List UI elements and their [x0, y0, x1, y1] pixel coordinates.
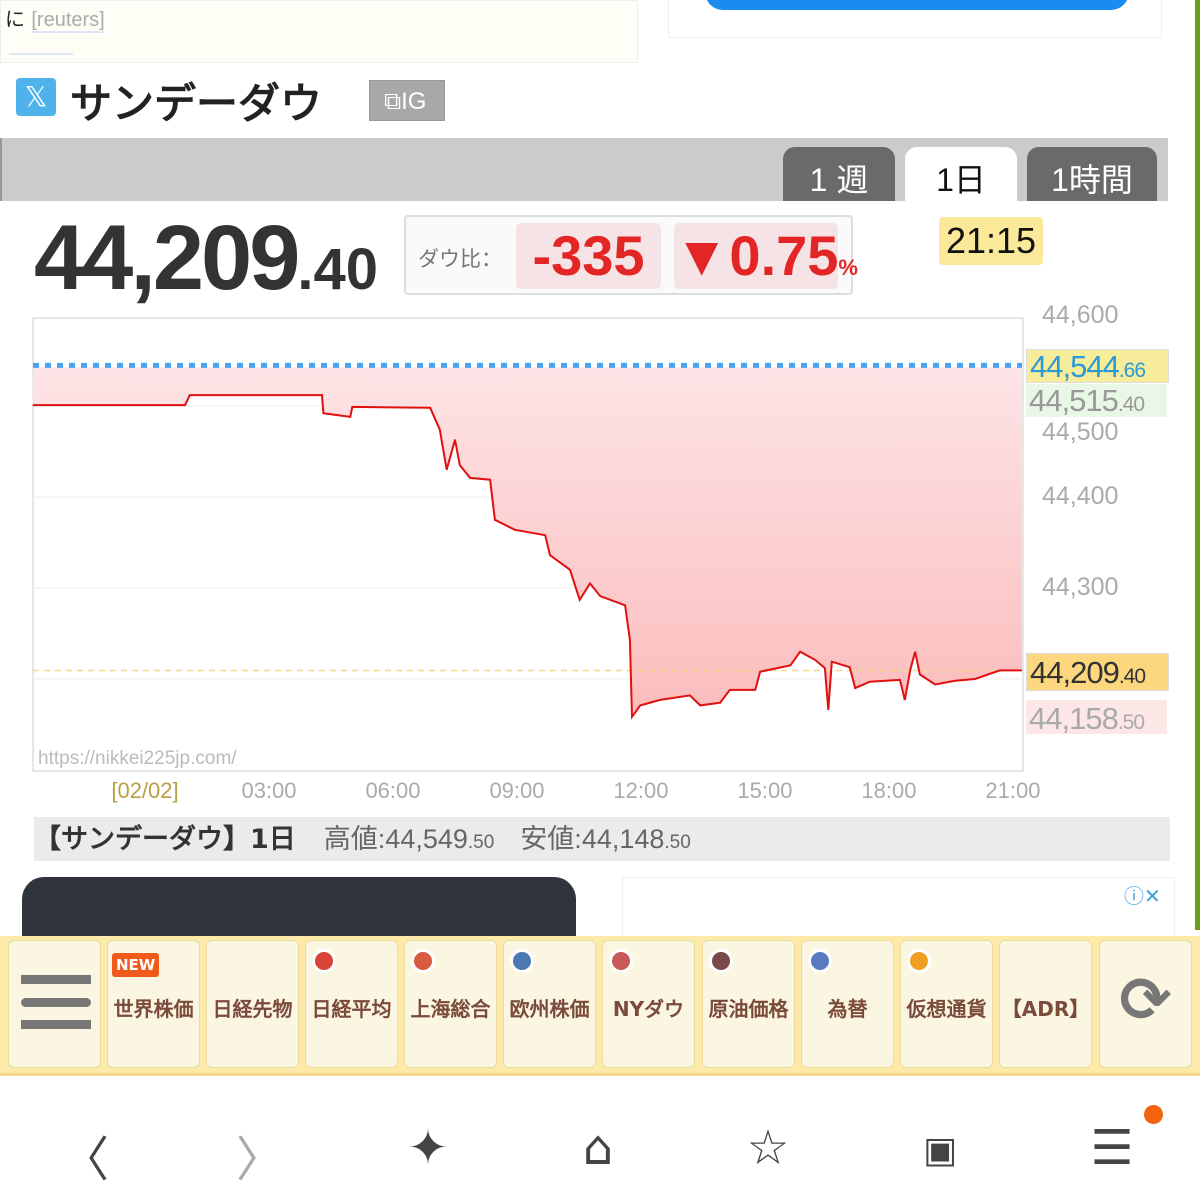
nav-item-market-4[interactable]: 上海総合	[404, 940, 497, 1068]
day-high: 高値:44,549.50	[323, 824, 495, 854]
ig-link-button[interactable]: ⧉IG	[369, 80, 445, 121]
window-edge	[1195, 0, 1200, 930]
ad-info-close-icons[interactable]: ⓘ✕	[1124, 884, 1161, 908]
update-time: 21:15	[939, 217, 1043, 265]
x-tick: 06:00	[365, 778, 421, 803]
ai-sparkle-icon[interactable]: ✦	[407, 1120, 449, 1176]
menu-icon	[21, 975, 91, 1029]
price-integer: 44,209	[34, 207, 300, 309]
percent-unit: %	[838, 255, 858, 280]
ad-banner[interactable]	[22, 877, 576, 947]
change-percent: ▼0.75	[674, 224, 839, 287]
divider	[9, 53, 73, 55]
x-tick: 09:00	[489, 778, 545, 803]
nav-label: 日経先物	[212, 997, 293, 1021]
refresh-icon: ⟳	[1119, 963, 1172, 1036]
nav-item-market-8[interactable]: 為替	[801, 940, 894, 1068]
nav-item-market-5[interactable]: 欧州株価	[503, 940, 596, 1068]
low-label: 44,158.50	[1026, 700, 1167, 734]
nav-item-market-2[interactable]: 日経先物	[206, 940, 299, 1068]
ig-label: IG	[401, 88, 427, 115]
change-label: ダウ比：	[418, 247, 502, 271]
nav-label: 上海総合	[410, 997, 491, 1021]
change-box: ダウ比： -335 ▼0.75%	[404, 215, 858, 295]
nav-item-market-10[interactable]: 【ADR】	[999, 940, 1092, 1068]
nav-item-market-7[interactable]: 原油価格	[702, 940, 795, 1068]
area-fill	[32, 367, 1022, 717]
nav-label: 仮想通貨	[906, 997, 987, 1021]
news-source-link[interactable]: [reuters]	[31, 9, 105, 33]
x-tick: 18:00	[861, 778, 917, 803]
timeframe-tabs: 1 週 1日 1時間	[0, 138, 1168, 201]
x-logo-icon[interactable]: 𝕏	[16, 78, 56, 116]
nav-item-menu[interactable]	[8, 940, 101, 1068]
price-line	[32, 394, 1022, 720]
nav-label: 【ADR】	[1001, 997, 1090, 1021]
browser-toolbar	[0, 1078, 1200, 1160]
page-title: サンデーダウ	[70, 79, 323, 128]
nav-label: 為替	[827, 997, 868, 1021]
japan-flag-icon	[312, 949, 336, 973]
china-flag-icon	[411, 949, 435, 973]
bookmark-star-icon[interactable]: ☆	[746, 1120, 790, 1176]
nav-label: NYダウ	[612, 997, 685, 1021]
eu-flag-icon	[510, 949, 534, 973]
nav-item-refresh[interactable]: ⟳	[1099, 940, 1192, 1068]
reference-label: 44,544.66	[1026, 349, 1169, 383]
x-tick: 21:00	[985, 778, 1041, 803]
nav-label: 世界株価	[113, 997, 194, 1021]
tab-1hour[interactable]: 1時間	[1027, 147, 1157, 201]
price-decimal: .40	[297, 237, 379, 302]
current-price: 44,209.40	[34, 206, 378, 311]
news-text: に	[5, 7, 25, 31]
top-ad[interactable]	[668, 0, 1162, 38]
y-tick: 44,400	[1042, 482, 1119, 510]
y-tick: 44,300	[1042, 573, 1119, 601]
tab-1day[interactable]: 1日	[905, 147, 1017, 201]
x-tick: [02/02]	[111, 778, 179, 803]
ad-button[interactable]	[705, 0, 1129, 10]
notification-dot	[1144, 1105, 1163, 1124]
new-badge: NEW	[112, 953, 160, 977]
change-value: -335	[516, 223, 661, 289]
summary-bar: 【サンデーダウ】1日 高値:44,549.50 安値:44,148.50	[34, 817, 1170, 861]
chart-watermark: https://nikkei225jp.com/	[38, 748, 237, 769]
us-flag-icon	[609, 949, 633, 973]
forward-icon[interactable]: 〉	[235, 1132, 285, 1188]
y-tick: 44,600	[1042, 301, 1119, 329]
nav-item-market-3[interactable]: 日経平均	[305, 940, 398, 1068]
market-nav-bar: NEW 世界株価 日経先物 日経平均 上海総合 欧州株価 NYダウ 原油価格 為替 仮想通貨 【AD…	[0, 936, 1200, 1076]
forex-flag-icon	[808, 949, 832, 973]
high-label: 44,515.40	[1026, 384, 1167, 417]
news-item[interactable]: に [reuters]	[0, 0, 638, 63]
nav-item-market-9[interactable]: 仮想通貨	[900, 940, 993, 1068]
x-tick: 12:00	[613, 778, 669, 803]
y-tick: 44,500	[1042, 418, 1119, 446]
back-icon[interactable]: 〈	[60, 1132, 110, 1188]
x-tick: 15:00	[737, 778, 793, 803]
price-chart	[32, 317, 1024, 772]
oil-drop-icon	[709, 949, 733, 973]
current-price-label: 44,209.40	[1026, 653, 1169, 691]
nav-label: 日経平均	[311, 997, 392, 1021]
menu-icon[interactable]: ☰	[1090, 1120, 1134, 1176]
external-link-icon: ⧉	[384, 88, 402, 115]
nav-label: 原油価格	[708, 997, 789, 1021]
day-low: 安値:44,148.50	[520, 824, 691, 854]
nav-label: 欧州株価	[509, 997, 590, 1021]
summary-title: 【サンデーダウ】1日	[34, 824, 296, 855]
tab-1week[interactable]: 1 週	[783, 147, 895, 201]
nav-item-market-1[interactable]: NEW 世界株価	[107, 940, 200, 1068]
home-icon[interactable]: ⌂	[582, 1120, 614, 1176]
x-tick: 03:00	[241, 778, 297, 803]
nav-item-market-6[interactable]: NYダウ	[602, 940, 695, 1068]
bitcoin-icon	[907, 949, 931, 973]
tabs-icon[interactable]: ▣	[922, 1130, 958, 1171]
